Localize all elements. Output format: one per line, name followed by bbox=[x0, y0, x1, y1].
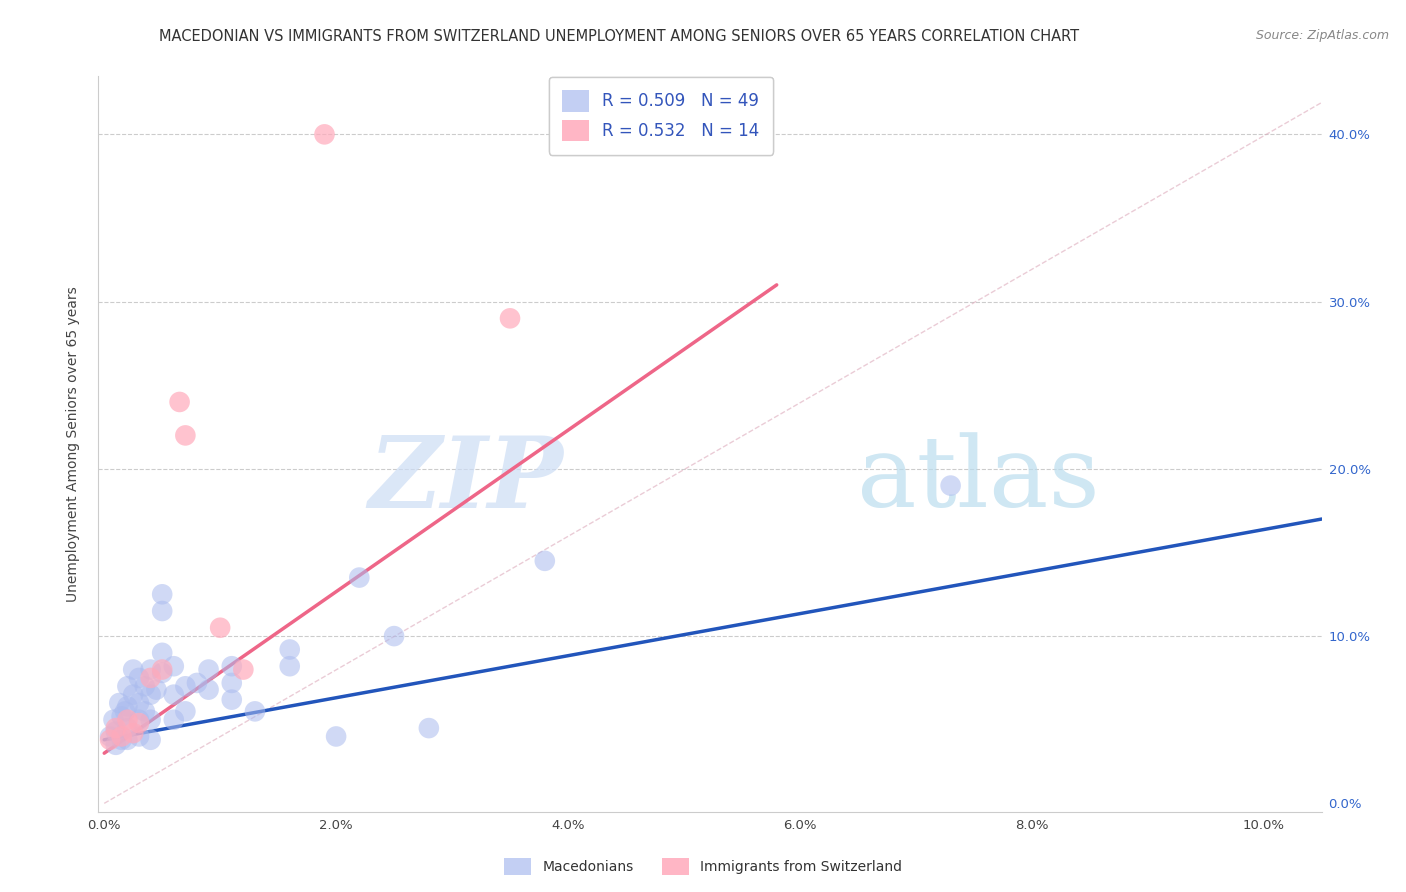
Point bbox=[163, 659, 186, 673]
Point bbox=[221, 692, 243, 706]
Point bbox=[221, 659, 243, 673]
Point bbox=[104, 738, 127, 752]
Text: Source: ZipAtlas.com: Source: ZipAtlas.com bbox=[1256, 29, 1389, 42]
Point bbox=[110, 732, 132, 747]
Text: MACEDONIAN VS IMMIGRANTS FROM SWITZERLAND UNEMPLOYMENT AMONG SENIORS OVER 65 YEA: MACEDONIAN VS IMMIGRANTS FROM SWITZERLAN… bbox=[159, 29, 1078, 44]
Point bbox=[108, 696, 131, 710]
Point bbox=[150, 587, 173, 601]
Point bbox=[114, 705, 136, 719]
Point bbox=[128, 696, 150, 710]
Point bbox=[150, 665, 173, 680]
Point bbox=[150, 604, 173, 618]
Point bbox=[117, 699, 139, 714]
Point bbox=[243, 705, 266, 719]
Point bbox=[418, 721, 440, 735]
Point bbox=[382, 629, 405, 643]
Y-axis label: Unemployment Among Seniors over 65 years: Unemployment Among Seniors over 65 years bbox=[66, 286, 80, 601]
Point bbox=[169, 395, 191, 409]
Point bbox=[174, 705, 197, 719]
Point bbox=[939, 478, 962, 492]
Point bbox=[128, 713, 150, 727]
Point bbox=[110, 709, 132, 723]
Point bbox=[533, 554, 555, 568]
Point bbox=[128, 730, 150, 744]
Point bbox=[139, 713, 162, 727]
Point bbox=[349, 571, 371, 585]
Point bbox=[128, 671, 150, 685]
Point bbox=[163, 713, 186, 727]
Point bbox=[174, 679, 197, 693]
Point bbox=[117, 721, 139, 735]
Point bbox=[122, 688, 145, 702]
Point bbox=[139, 663, 162, 677]
Point bbox=[128, 716, 150, 731]
Legend: Macedonians, Immigrants from Switzerland: Macedonians, Immigrants from Switzerland bbox=[498, 853, 908, 880]
Point bbox=[232, 663, 254, 677]
Point bbox=[98, 732, 121, 747]
Point bbox=[104, 724, 127, 739]
Point bbox=[197, 682, 219, 697]
Point bbox=[499, 311, 522, 326]
Point bbox=[117, 713, 139, 727]
Point bbox=[174, 428, 197, 442]
Point bbox=[150, 663, 173, 677]
Point bbox=[98, 730, 121, 744]
Point bbox=[163, 688, 186, 702]
Point bbox=[186, 676, 208, 690]
Point bbox=[117, 679, 139, 693]
Point bbox=[325, 730, 347, 744]
Point bbox=[110, 730, 132, 744]
Point bbox=[104, 721, 127, 735]
Point bbox=[134, 679, 156, 693]
Point bbox=[122, 726, 145, 740]
Text: ZIP: ZIP bbox=[368, 433, 564, 529]
Point bbox=[278, 659, 301, 673]
Point bbox=[139, 732, 162, 747]
Point bbox=[134, 705, 156, 719]
Point bbox=[117, 732, 139, 747]
Point bbox=[139, 688, 162, 702]
Point bbox=[145, 682, 167, 697]
Text: atlas: atlas bbox=[856, 433, 1099, 528]
Point bbox=[209, 621, 232, 635]
Point bbox=[103, 713, 125, 727]
Point bbox=[122, 663, 145, 677]
Point bbox=[197, 663, 219, 677]
Point bbox=[221, 676, 243, 690]
Point bbox=[278, 642, 301, 657]
Legend: R = 0.509   N = 49, R = 0.532   N = 14: R = 0.509 N = 49, R = 0.532 N = 14 bbox=[550, 77, 773, 154]
Point bbox=[150, 646, 173, 660]
Point bbox=[139, 671, 162, 685]
Point bbox=[314, 128, 336, 142]
